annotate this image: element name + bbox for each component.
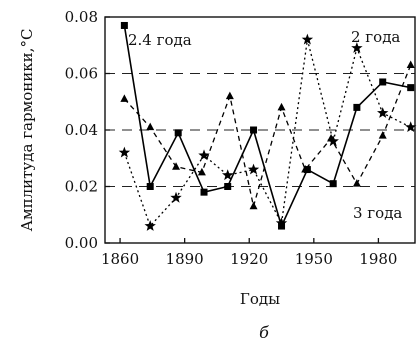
series-1-point-7 [301, 33, 314, 45]
series-label-3-years: 3 года [353, 204, 402, 222]
series-0-point-11 [407, 84, 415, 92]
series-label-2-years: 2 года [351, 28, 400, 46]
series-1-point-6 [275, 217, 288, 229]
series-0-point-9 [353, 103, 361, 111]
series-0-point-5 [250, 126, 258, 134]
series-line-2 [123, 64, 412, 207]
series-line-1 [123, 39, 411, 228]
figure-caption: б [259, 323, 269, 342]
series-0-point-4 [224, 183, 232, 190]
series-1-point-0 [118, 146, 131, 158]
x-axis-label: Годы [240, 290, 280, 308]
series-2-point-11 [406, 60, 415, 69]
x-tick-label-4: 1980 [359, 250, 397, 268]
series-2-point-9 [352, 179, 361, 187]
series-0-point-10 [379, 78, 387, 86]
series-2-point-3 [197, 167, 206, 176]
series-0-point-1 [146, 183, 154, 190]
series-markers [118, 21, 417, 231]
x-tick-label-1: 1890 [166, 250, 204, 268]
series-2-point-7 [301, 165, 310, 173]
y-tick-label-1: 0.02 [65, 178, 98, 196]
y-tick-label-3: 0.06 [65, 65, 98, 83]
y-tick-label-4: 0.08 [65, 8, 98, 26]
series-1-point-5 [247, 163, 260, 175]
series-1-point-4 [222, 169, 234, 181]
series-1-point-11 [405, 121, 417, 132]
series-0-point-2 [174, 129, 182, 137]
series-0-point-8 [329, 180, 337, 188]
series-2-point-0 [120, 94, 129, 102]
series-2-point-8 [327, 133, 336, 142]
series-2-point-1 [146, 122, 155, 131]
series-0-point-3 [200, 188, 208, 196]
series-1-point-1 [144, 220, 156, 231]
series-1-point-9 [351, 42, 363, 53]
series-2-point-10 [378, 131, 387, 139]
series-1-point-2 [170, 191, 182, 203]
series-2-point-6 [277, 102, 286, 111]
series-2-point-2 [172, 162, 181, 170]
x-tick-label-3: 1950 [295, 250, 333, 268]
series-label-2-4-years: 2.4 года [128, 31, 192, 49]
series-0-point-0 [120, 21, 128, 29]
x-tick-label-0: 1860 [101, 250, 139, 268]
series-lines [123, 25, 412, 229]
y-tick-label-0: 0.00 [65, 234, 98, 252]
axis-ticks: 0.00 0.02 0.04 0.06 0.08 1860 1890 1920 1950 1980 [65, 8, 398, 268]
y-axis-label: Амплитуда гармоники,°C [18, 29, 36, 232]
x-tick-label-2: 1920 [230, 250, 268, 268]
series-2-point-4 [225, 91, 234, 100]
y-tick-label-2: 0.04 [65, 121, 98, 139]
series-0-point-6 [278, 222, 286, 230]
series-1-point-3 [198, 149, 210, 161]
series-2-point-5 [249, 201, 258, 210]
series-line-0 [123, 25, 411, 229]
series-1-point-10 [377, 107, 389, 118]
